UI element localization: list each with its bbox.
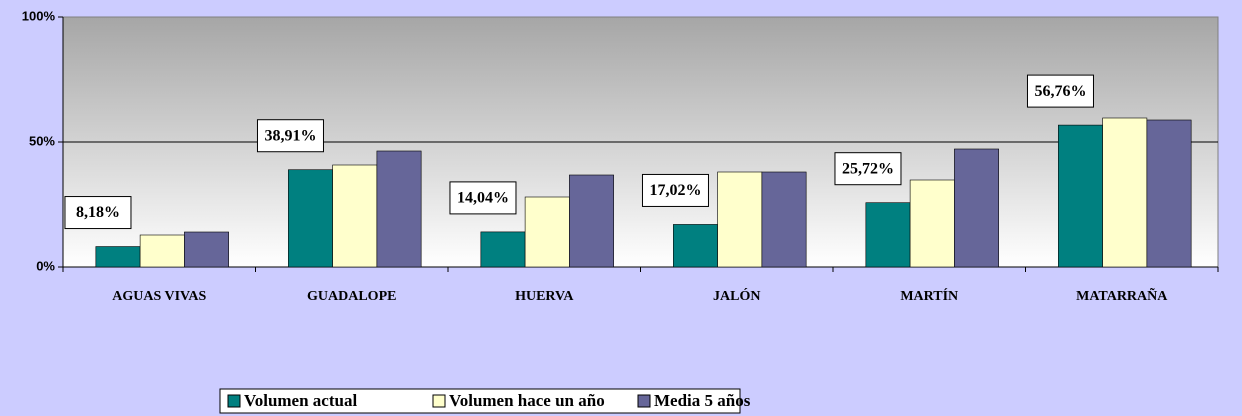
data-label: 8,18% xyxy=(76,204,120,221)
y-tick-label: 0% xyxy=(36,258,55,273)
bar xyxy=(717,171,763,268)
y-tick-label: 100% xyxy=(22,8,56,23)
bar xyxy=(376,150,422,268)
x-tick-label: MARTÍN xyxy=(900,287,958,304)
bar xyxy=(1058,124,1103,268)
x-tick-label: MATARRAÑA xyxy=(1076,286,1168,304)
legend-label: Volumen hace un año xyxy=(449,391,605,410)
data-label-box xyxy=(449,181,517,215)
bar xyxy=(1102,117,1148,268)
bar xyxy=(569,174,614,268)
bar xyxy=(909,179,955,268)
bar xyxy=(288,169,333,268)
legend-marker xyxy=(227,394,241,408)
legend-marker xyxy=(637,394,651,408)
bar xyxy=(139,234,185,268)
legend-marker xyxy=(432,394,446,408)
data-label: 14,04% xyxy=(457,190,509,207)
bar xyxy=(1146,119,1192,268)
data-label-box xyxy=(64,196,132,230)
data-label-box xyxy=(641,173,709,207)
bar xyxy=(184,231,229,268)
data-label: 38,91% xyxy=(264,127,316,144)
y-tick-label: 50% xyxy=(29,133,55,148)
data-label: 25,72% xyxy=(842,160,894,177)
data-label: 56,76% xyxy=(1034,83,1086,100)
legend xyxy=(219,388,741,414)
data-label-box xyxy=(256,119,324,153)
x-tick-label: HUERVA xyxy=(515,289,574,304)
bar xyxy=(480,231,526,268)
data-label-box xyxy=(834,152,902,186)
bar xyxy=(332,164,378,268)
bar xyxy=(761,171,807,268)
data-label-box xyxy=(1026,74,1094,108)
x-tick-label: AGUAS VIVAS xyxy=(112,289,206,304)
bar xyxy=(954,148,999,268)
bar xyxy=(865,202,911,268)
bar xyxy=(673,224,718,268)
x-tick-label: JALÓN xyxy=(713,287,760,304)
data-label: 17,02% xyxy=(649,182,701,199)
bar xyxy=(95,246,141,268)
legend-label: Media 5 años xyxy=(654,391,751,410)
legend-label: Volumen actual xyxy=(244,391,357,410)
bar xyxy=(524,196,570,268)
x-tick-label: GUADALOPE xyxy=(307,289,396,304)
